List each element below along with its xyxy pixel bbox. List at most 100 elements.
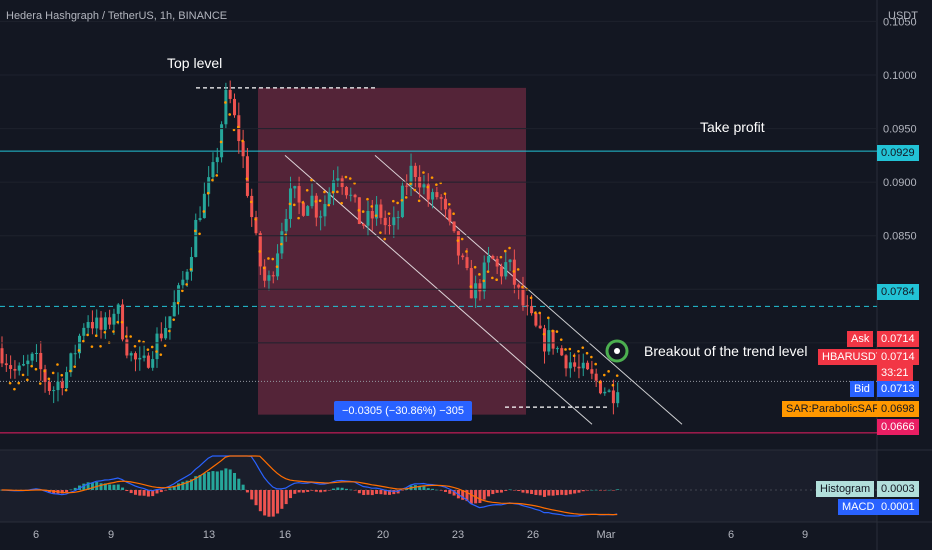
candle-body bbox=[125, 339, 129, 356]
histogram-bar bbox=[250, 490, 254, 500]
sar-dot bbox=[245, 177, 249, 181]
candle-body bbox=[383, 217, 387, 226]
price-tick-label: 0.1050 bbox=[883, 16, 917, 28]
candle-body bbox=[534, 313, 538, 326]
candle-body bbox=[495, 258, 499, 267]
breakout-point bbox=[614, 348, 620, 354]
histogram-bar bbox=[547, 490, 551, 496]
candle-body bbox=[0, 348, 4, 364]
candle-body bbox=[577, 366, 581, 369]
candle-body bbox=[30, 353, 34, 361]
histogram-bar bbox=[73, 487, 77, 490]
sar-dot bbox=[163, 344, 167, 347]
sar-dot bbox=[443, 192, 447, 196]
candle-body bbox=[241, 141, 245, 157]
candle-body bbox=[426, 184, 430, 200]
candle-body bbox=[301, 202, 305, 216]
histogram-bar bbox=[146, 490, 150, 497]
candle-body bbox=[366, 210, 370, 226]
candle-body bbox=[452, 221, 456, 232]
histogram-bar bbox=[185, 480, 189, 490]
histogram-bar bbox=[581, 490, 585, 492]
histogram-bar bbox=[495, 490, 499, 493]
sar-dot bbox=[228, 113, 232, 116]
sar-dot bbox=[404, 196, 408, 199]
candle-body bbox=[392, 217, 396, 226]
sar-dot bbox=[409, 182, 412, 186]
histogram-bar bbox=[314, 490, 318, 492]
candle-body bbox=[151, 359, 155, 368]
histogram-bar bbox=[422, 486, 426, 490]
candle-body bbox=[555, 348, 559, 350]
candle-body bbox=[319, 216, 323, 218]
candle-body bbox=[207, 177, 211, 194]
sar-dot bbox=[280, 242, 283, 246]
candle-body bbox=[233, 98, 237, 116]
histogram-bar bbox=[499, 490, 503, 493]
sar-dot bbox=[189, 268, 193, 271]
candle-body bbox=[95, 317, 99, 329]
histogram-bar bbox=[418, 485, 422, 490]
histogram-bar bbox=[560, 490, 564, 495]
symbol-label: HBARUSDT bbox=[818, 349, 887, 365]
candle-body bbox=[198, 218, 202, 220]
histogram-bar bbox=[297, 490, 301, 493]
sar-dot bbox=[232, 128, 236, 132]
sar-dot bbox=[379, 231, 382, 234]
breakout-annotation: Breakout of the trend level bbox=[644, 343, 808, 359]
candle-body bbox=[581, 362, 585, 369]
histogram-label: Histogram bbox=[816, 481, 875, 497]
sar-dot bbox=[241, 139, 244, 143]
candle-body bbox=[181, 279, 185, 286]
histogram-bar bbox=[133, 490, 137, 495]
candle-body bbox=[112, 313, 116, 325]
histogram-bar bbox=[336, 487, 340, 490]
sar-dot bbox=[13, 387, 16, 391]
candle-body bbox=[336, 178, 340, 181]
sar-dot bbox=[137, 339, 141, 343]
bid-price-tag: 0.0713 bbox=[877, 381, 919, 397]
macd-label: MACD bbox=[838, 499, 879, 515]
sar-dot bbox=[51, 371, 55, 375]
low-price-tag: 0.0666 bbox=[877, 419, 919, 435]
sar-dot bbox=[551, 329, 554, 333]
candle-body bbox=[224, 89, 228, 125]
candle-body bbox=[263, 266, 267, 281]
histogram-bar bbox=[138, 490, 142, 496]
histogram-bar bbox=[155, 490, 159, 494]
sar-dot bbox=[327, 203, 331, 207]
histogram-bar bbox=[327, 490, 331, 491]
candle-body bbox=[340, 178, 344, 188]
histogram-bar bbox=[276, 490, 280, 514]
time-tick-label: 9 bbox=[802, 529, 808, 541]
candle-body bbox=[461, 255, 465, 258]
candle-body bbox=[280, 231, 284, 254]
histogram-bar bbox=[99, 483, 103, 490]
histogram-bar bbox=[426, 488, 430, 490]
sar-dot bbox=[146, 348, 150, 351]
histogram-bar bbox=[392, 490, 396, 495]
sar-dot bbox=[168, 329, 171, 333]
histogram-bar bbox=[594, 489, 598, 491]
candle-body bbox=[543, 328, 547, 352]
histogram-bar bbox=[168, 488, 172, 490]
candle-body bbox=[276, 253, 280, 277]
candle-body bbox=[586, 362, 590, 370]
candle-body bbox=[332, 180, 336, 193]
histogram-bar bbox=[564, 490, 568, 496]
candle-body bbox=[616, 392, 620, 404]
sar-dot bbox=[21, 373, 25, 377]
breakout-circle-icon bbox=[605, 339, 629, 363]
sar-dot bbox=[344, 175, 348, 179]
histogram-bar bbox=[267, 490, 271, 517]
sar-dot bbox=[417, 199, 421, 203]
candle-body bbox=[103, 317, 107, 330]
sar-dot bbox=[598, 380, 602, 384]
sar-dot bbox=[275, 265, 279, 268]
time-tick-label: 6 bbox=[33, 529, 39, 541]
histogram-bar bbox=[245, 490, 249, 493]
candle-body bbox=[293, 186, 297, 189]
histogram-bar bbox=[551, 490, 555, 496]
candle-body bbox=[491, 255, 495, 259]
